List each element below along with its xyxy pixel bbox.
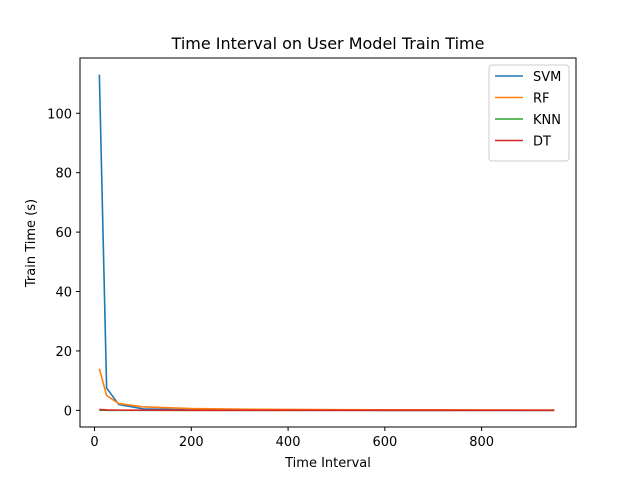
x-tick-label: 400 bbox=[276, 435, 301, 450]
y-axis: 0 20 40 60 80 100 bbox=[47, 107, 80, 419]
x-tick-label: 200 bbox=[179, 435, 204, 450]
x-tick-label: 0 bbox=[90, 435, 98, 450]
plot-area bbox=[98, 74, 555, 412]
legend: SVM RF KNN DT bbox=[488, 64, 570, 162]
legend-label-dt: DT bbox=[533, 135, 551, 150]
legend-label-rf: RF bbox=[533, 92, 550, 107]
y-tick-label: 80 bbox=[55, 167, 72, 182]
series-line-dt bbox=[99, 408, 555, 412]
y-axis-label: Train Time (s) bbox=[24, 199, 39, 288]
legend-label-knn: KNN bbox=[533, 113, 561, 128]
plot-frame bbox=[79, 57, 577, 428]
x-axis-label: Time Interval bbox=[284, 456, 371, 471]
series-line-svm bbox=[98, 74, 555, 412]
x-tick-label: 600 bbox=[372, 435, 397, 450]
legend-label-svm: SVM bbox=[533, 70, 561, 85]
x-axis: 0 200 400 600 800 bbox=[90, 427, 494, 450]
y-tick-label: 60 bbox=[55, 226, 72, 241]
y-tick-label: 0 bbox=[64, 404, 72, 419]
y-tick-label: 40 bbox=[55, 286, 72, 301]
legend-box bbox=[488, 64, 570, 162]
y-tick-label: 100 bbox=[47, 107, 72, 122]
chart-title: Time Interval on User Model Train Time bbox=[171, 34, 485, 53]
series-line-rf bbox=[98, 368, 555, 411]
y-tick-label: 20 bbox=[55, 345, 72, 360]
x-tick-label: 800 bbox=[469, 435, 494, 450]
